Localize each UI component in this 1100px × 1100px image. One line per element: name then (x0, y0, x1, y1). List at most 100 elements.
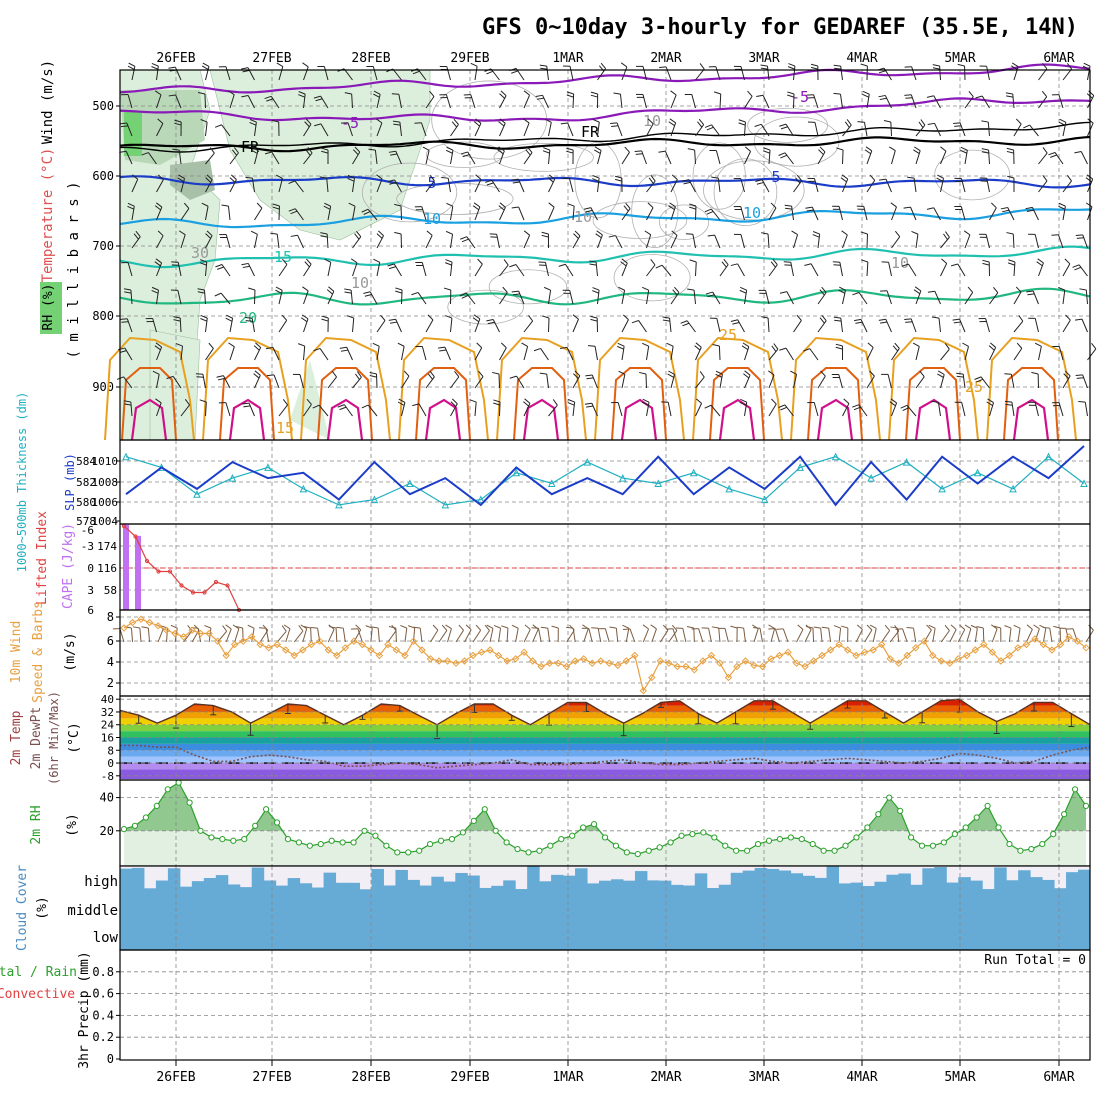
wind-barb (915, 124, 926, 137)
wind-barb-flag (835, 346, 843, 350)
wind-barb (523, 152, 533, 165)
wind-barb (474, 123, 482, 137)
y-tick-label: 2 (107, 676, 114, 690)
wind-barb (205, 206, 209, 221)
rh-contour (361, 162, 458, 223)
wind-barb (804, 629, 812, 643)
wind-barb (595, 262, 598, 277)
wind-barb (156, 374, 160, 389)
wind-barb (793, 180, 803, 193)
wind-barb-flag (331, 371, 337, 378)
wind-barb (923, 629, 932, 643)
wind-barb-flag (288, 180, 296, 185)
wind-barb-flag (784, 204, 792, 207)
wind-barb-flag (444, 262, 452, 266)
wind-speed-marker (758, 662, 767, 671)
date-label-bottom: 5MAR (944, 1070, 975, 1085)
wind-barb-flag (732, 321, 740, 325)
wind-speed-marker (988, 648, 997, 656)
wind-barb (591, 402, 598, 417)
wind-speed-marker (665, 659, 673, 667)
wind-speed-marker (588, 659, 596, 667)
wind-barb-flag (567, 399, 575, 403)
wind-barb-flag (699, 63, 705, 70)
wind-barb (464, 629, 472, 643)
wind-barb (670, 235, 678, 249)
wind-barb (842, 234, 848, 249)
wind-barb-flag (320, 235, 328, 238)
wind-barb (248, 402, 255, 417)
wind-barb (303, 404, 312, 417)
wind-barb-flag (567, 203, 575, 207)
wind-barb (320, 123, 329, 137)
wind-barb-flag (967, 286, 974, 293)
wind-barb-flag (618, 370, 626, 375)
wind-barb-flag (551, 625, 559, 629)
wind-barb-flag (1078, 400, 1086, 403)
wind-barb-flag (1005, 92, 1013, 95)
cloud-high-bar (275, 885, 289, 890)
wind-barb (229, 179, 237, 193)
wind-barb (156, 206, 163, 221)
wind-barb-flag (214, 124, 222, 128)
wind-barb-flag (1018, 315, 1024, 322)
wind-speed-marker (929, 651, 937, 660)
wind-barb-flag (312, 404, 320, 409)
thickness-marker (831, 452, 840, 461)
wind-barb-flag (368, 148, 376, 151)
wind-barb (817, 234, 821, 249)
wind-barb (542, 95, 549, 109)
wind-barb (719, 374, 723, 389)
wind-barb-flag (832, 261, 840, 263)
wind-barb-flag (779, 347, 787, 351)
wind-barb (964, 234, 971, 249)
wind-barb (352, 376, 362, 389)
wind-barb (254, 150, 259, 165)
wind-barb-flag (669, 118, 676, 124)
wind-barb (523, 122, 530, 137)
wind-barb-flag (511, 290, 519, 293)
wind-barb (838, 628, 842, 643)
rh2m-marker (481, 806, 488, 813)
wind-barb (566, 347, 574, 361)
wind-barb (766, 66, 770, 81)
wind-barb (303, 346, 306, 361)
wind-barb (719, 93, 722, 109)
thickness-marker (725, 484, 733, 493)
wind-barb-flag (300, 624, 307, 629)
rh2m-marker (973, 814, 980, 821)
wind-barb-flag (866, 624, 873, 631)
wind-barb-flag (272, 206, 280, 210)
wind-barb (376, 262, 381, 277)
wind-barb-flag (157, 174, 164, 181)
wind-barb-flag (533, 347, 541, 352)
wind-barb (915, 376, 925, 389)
rh2m-marker (208, 834, 215, 841)
wind-barb (964, 150, 968, 165)
rh2m-marker (918, 842, 926, 849)
wind-barb (1058, 402, 1064, 417)
wind-barb (175, 94, 182, 109)
rh2m-marker (142, 814, 149, 821)
wind-barb-flag (281, 625, 287, 632)
wind-barb (318, 404, 329, 417)
wind-barb-flag (326, 289, 333, 295)
wind-barb-flag (617, 342, 625, 347)
wind-barb (272, 347, 280, 361)
wind-barb-flag (298, 625, 304, 632)
rh2m-marker (765, 837, 773, 844)
isotherm-30 (317, 367, 373, 441)
wind-barb-flag (535, 94, 543, 98)
wind-barb-flag (1042, 62, 1048, 70)
wind-speed-marker (273, 640, 281, 649)
wind-barb-flag (648, 177, 654, 184)
cloud-high-bar (730, 872, 744, 890)
contour-label: 10 (423, 210, 441, 228)
wind-speed-marker (350, 637, 358, 645)
wind-barb-flag (272, 203, 280, 207)
wind-barb (642, 94, 647, 109)
wind-speed-marker (196, 629, 205, 638)
wind-speed-marker (946, 659, 954, 667)
wind-barb-flag (486, 70, 494, 75)
